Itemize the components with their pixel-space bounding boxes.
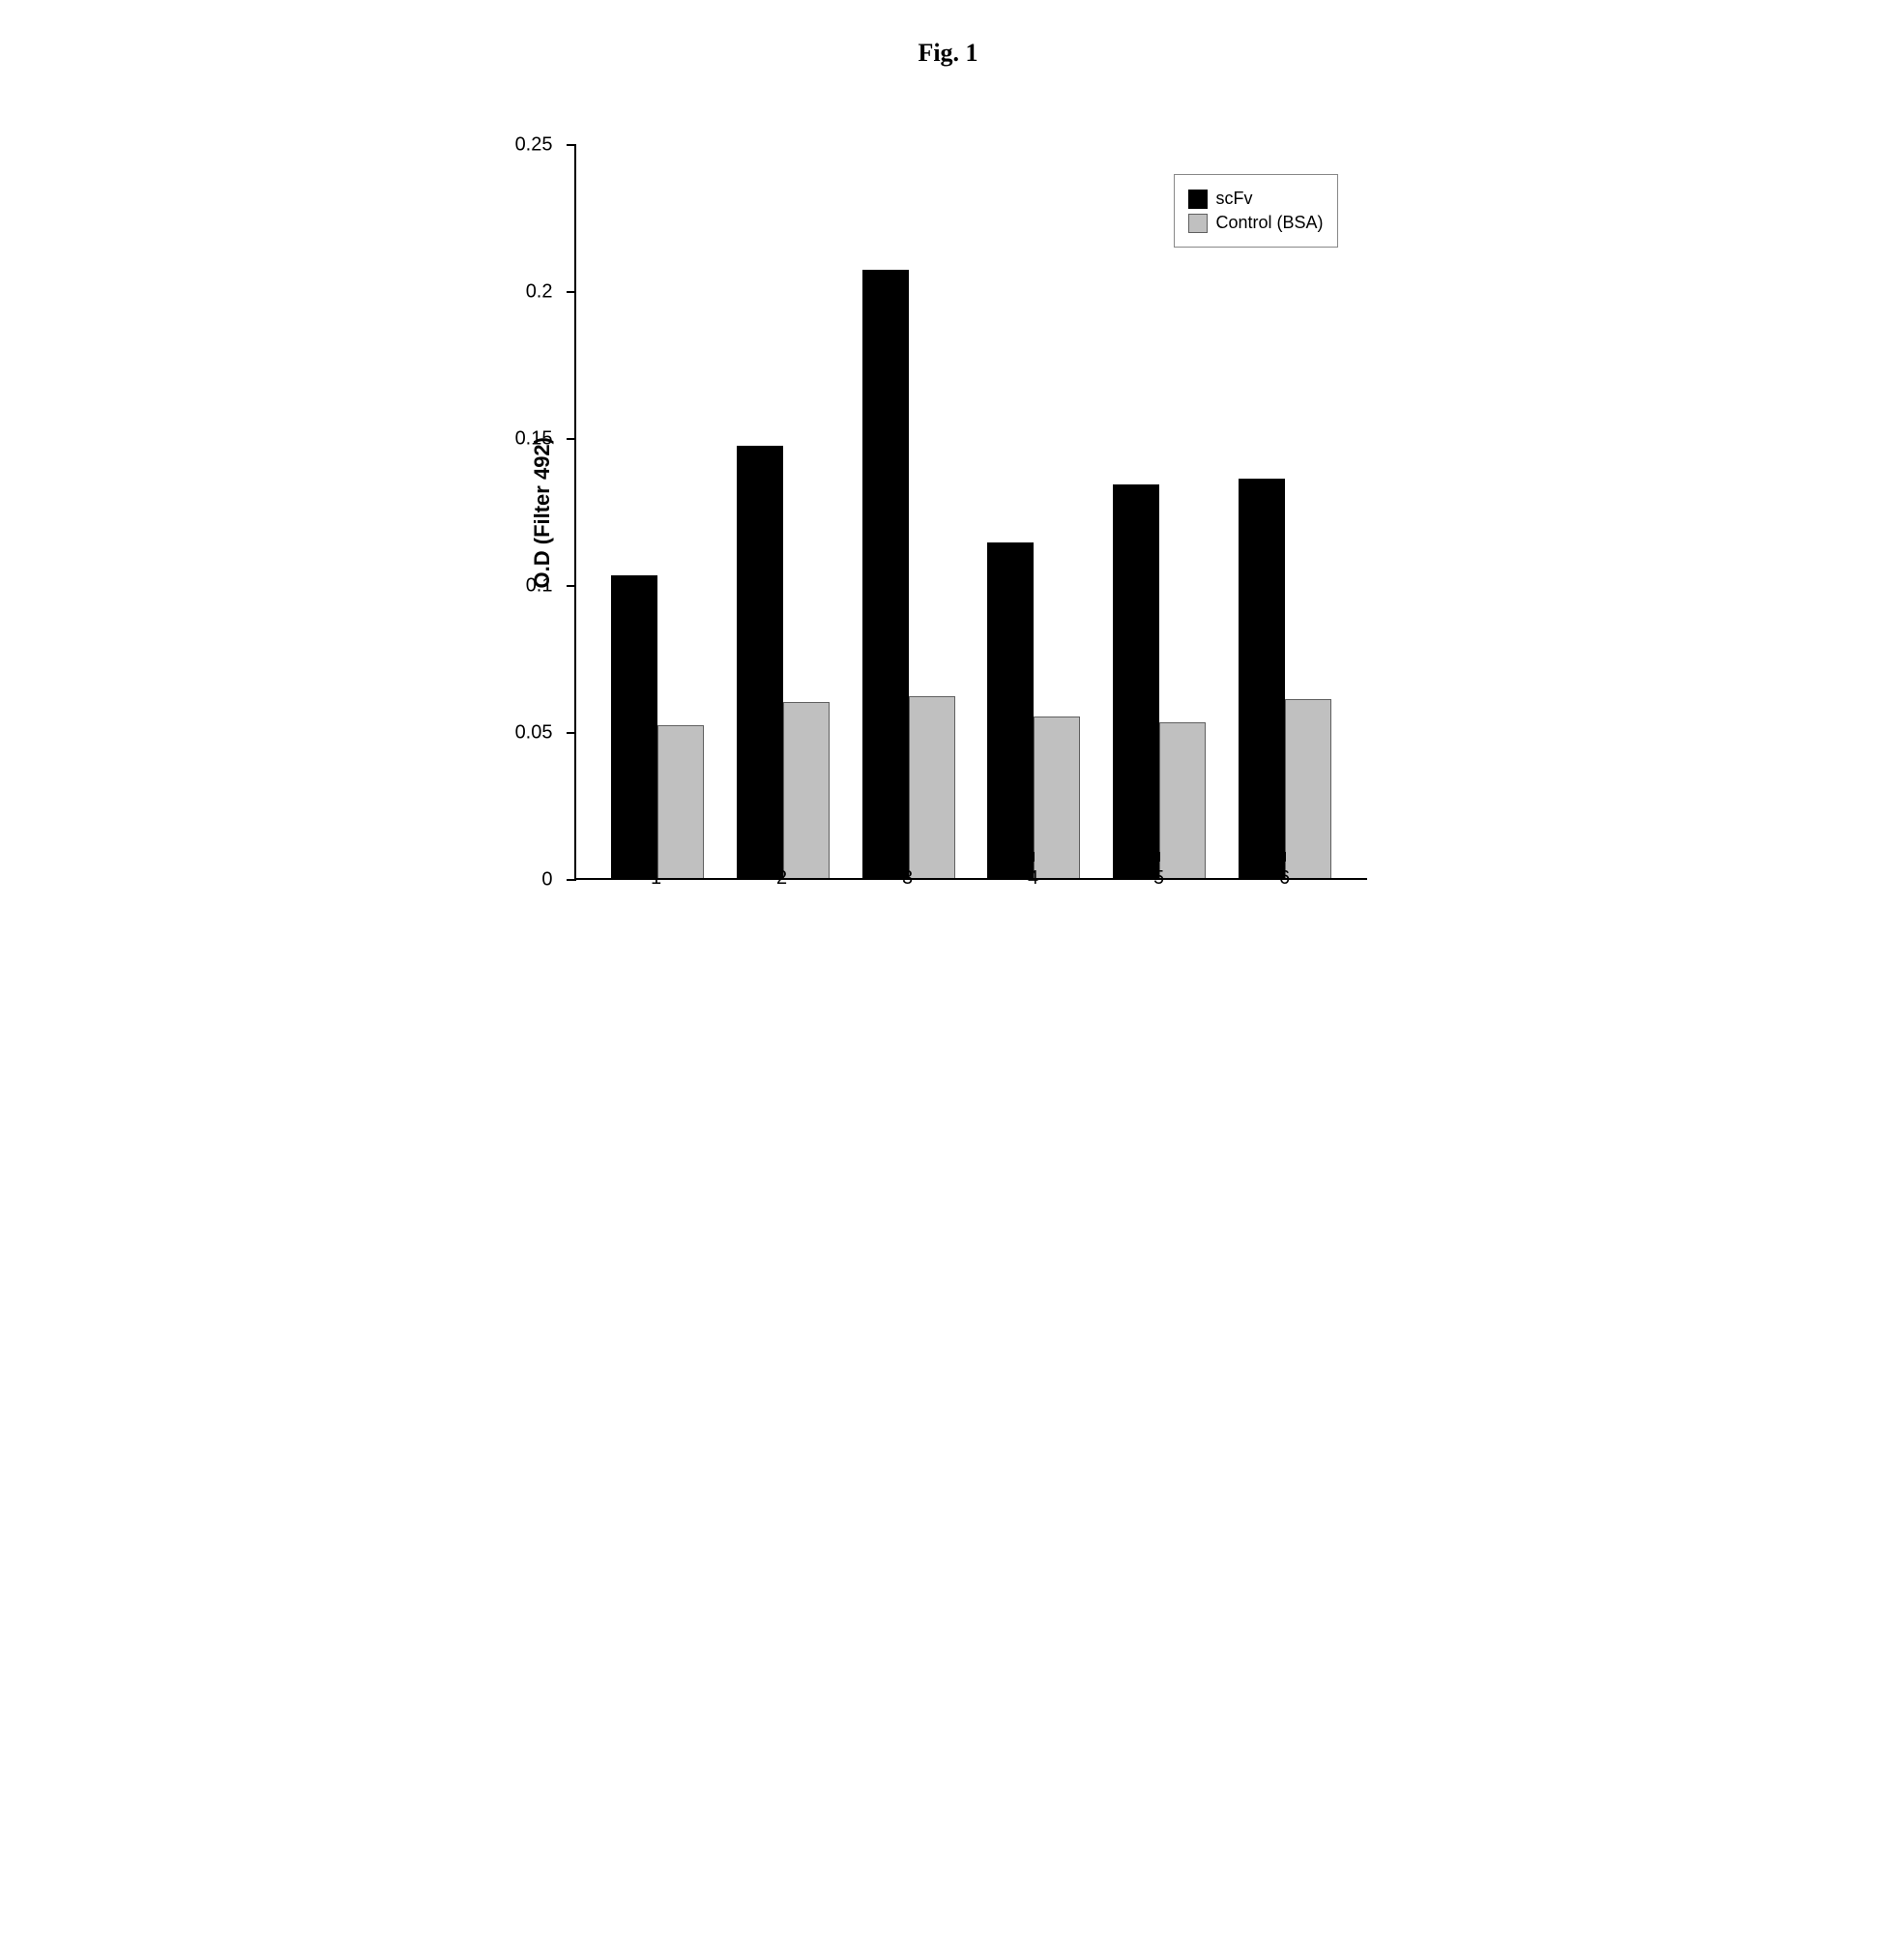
legend-swatch (1188, 214, 1208, 233)
plot-area: 00.050.10.150.20.25 scFvControl (BSA) (574, 145, 1367, 880)
bar (1239, 479, 1285, 878)
bar (987, 542, 1034, 878)
x-tick-label: 6 (1279, 867, 1290, 890)
legend-item: Control (BSA) (1188, 213, 1323, 233)
y-tick-label: 0.05 (515, 722, 553, 745)
legend: scFv Control (BSA) (1174, 174, 1337, 248)
bar-group (737, 446, 830, 878)
bar (737, 446, 783, 878)
x-tick-group: 5 (1113, 852, 1206, 890)
x-tick-group: 4 (987, 852, 1080, 890)
figure-title: Fig. 1 (918, 39, 977, 68)
y-axis-label: O.D (Filter 492) (530, 437, 555, 588)
x-tick (1158, 852, 1160, 862)
x-tick (656, 852, 657, 862)
legend-item: scFv (1188, 189, 1323, 209)
bar (909, 696, 955, 878)
x-tick-label: 5 (1153, 867, 1164, 890)
x-tick-label: 1 (651, 867, 661, 890)
x-tick (907, 852, 909, 862)
y-tick (567, 732, 576, 734)
x-tick (1033, 852, 1035, 862)
bar-group (611, 575, 704, 878)
x-tick-label: 3 (902, 867, 913, 890)
x-tick-group: 6 (1239, 852, 1331, 890)
x-tick-group: 1 (610, 852, 703, 890)
y-tick-label: 0.1 (526, 575, 553, 598)
x-tick-label: 2 (776, 867, 787, 890)
bar (1113, 484, 1159, 878)
x-tick-group: 2 (736, 852, 829, 890)
bar (862, 270, 909, 878)
y-tick-label: 0.2 (526, 281, 553, 304)
bar-group (862, 270, 955, 878)
x-axis-ticks: 1 2 3 4 5 6 (574, 852, 1367, 890)
x-tick-group: 3 (861, 852, 954, 890)
legend-label: scFv (1215, 189, 1252, 209)
bar-group (987, 542, 1080, 878)
chart-container: 00.050.10.150.20.25 scFvControl (BSA) 12… (574, 145, 1367, 880)
y-tick-label: 0 (541, 869, 552, 892)
bar-group (1113, 484, 1206, 878)
x-tick-label: 4 (1028, 867, 1038, 890)
bars-container (576, 145, 1367, 878)
bar (611, 575, 657, 878)
y-tick (567, 144, 576, 146)
x-tick (781, 852, 783, 862)
y-tick (567, 291, 576, 293)
legend-label: Control (BSA) (1215, 213, 1323, 233)
y-tick (567, 585, 576, 587)
x-tick (1284, 852, 1286, 862)
chart-wrapper: O.D (Filter 492) 00.050.10.150.20.25 scF… (530, 145, 1367, 880)
y-tick-label: 0.25 (515, 134, 553, 157)
bar-group (1239, 479, 1331, 878)
y-tick-label: 0.15 (515, 428, 553, 451)
legend-swatch (1188, 190, 1208, 209)
y-tick (567, 438, 576, 440)
